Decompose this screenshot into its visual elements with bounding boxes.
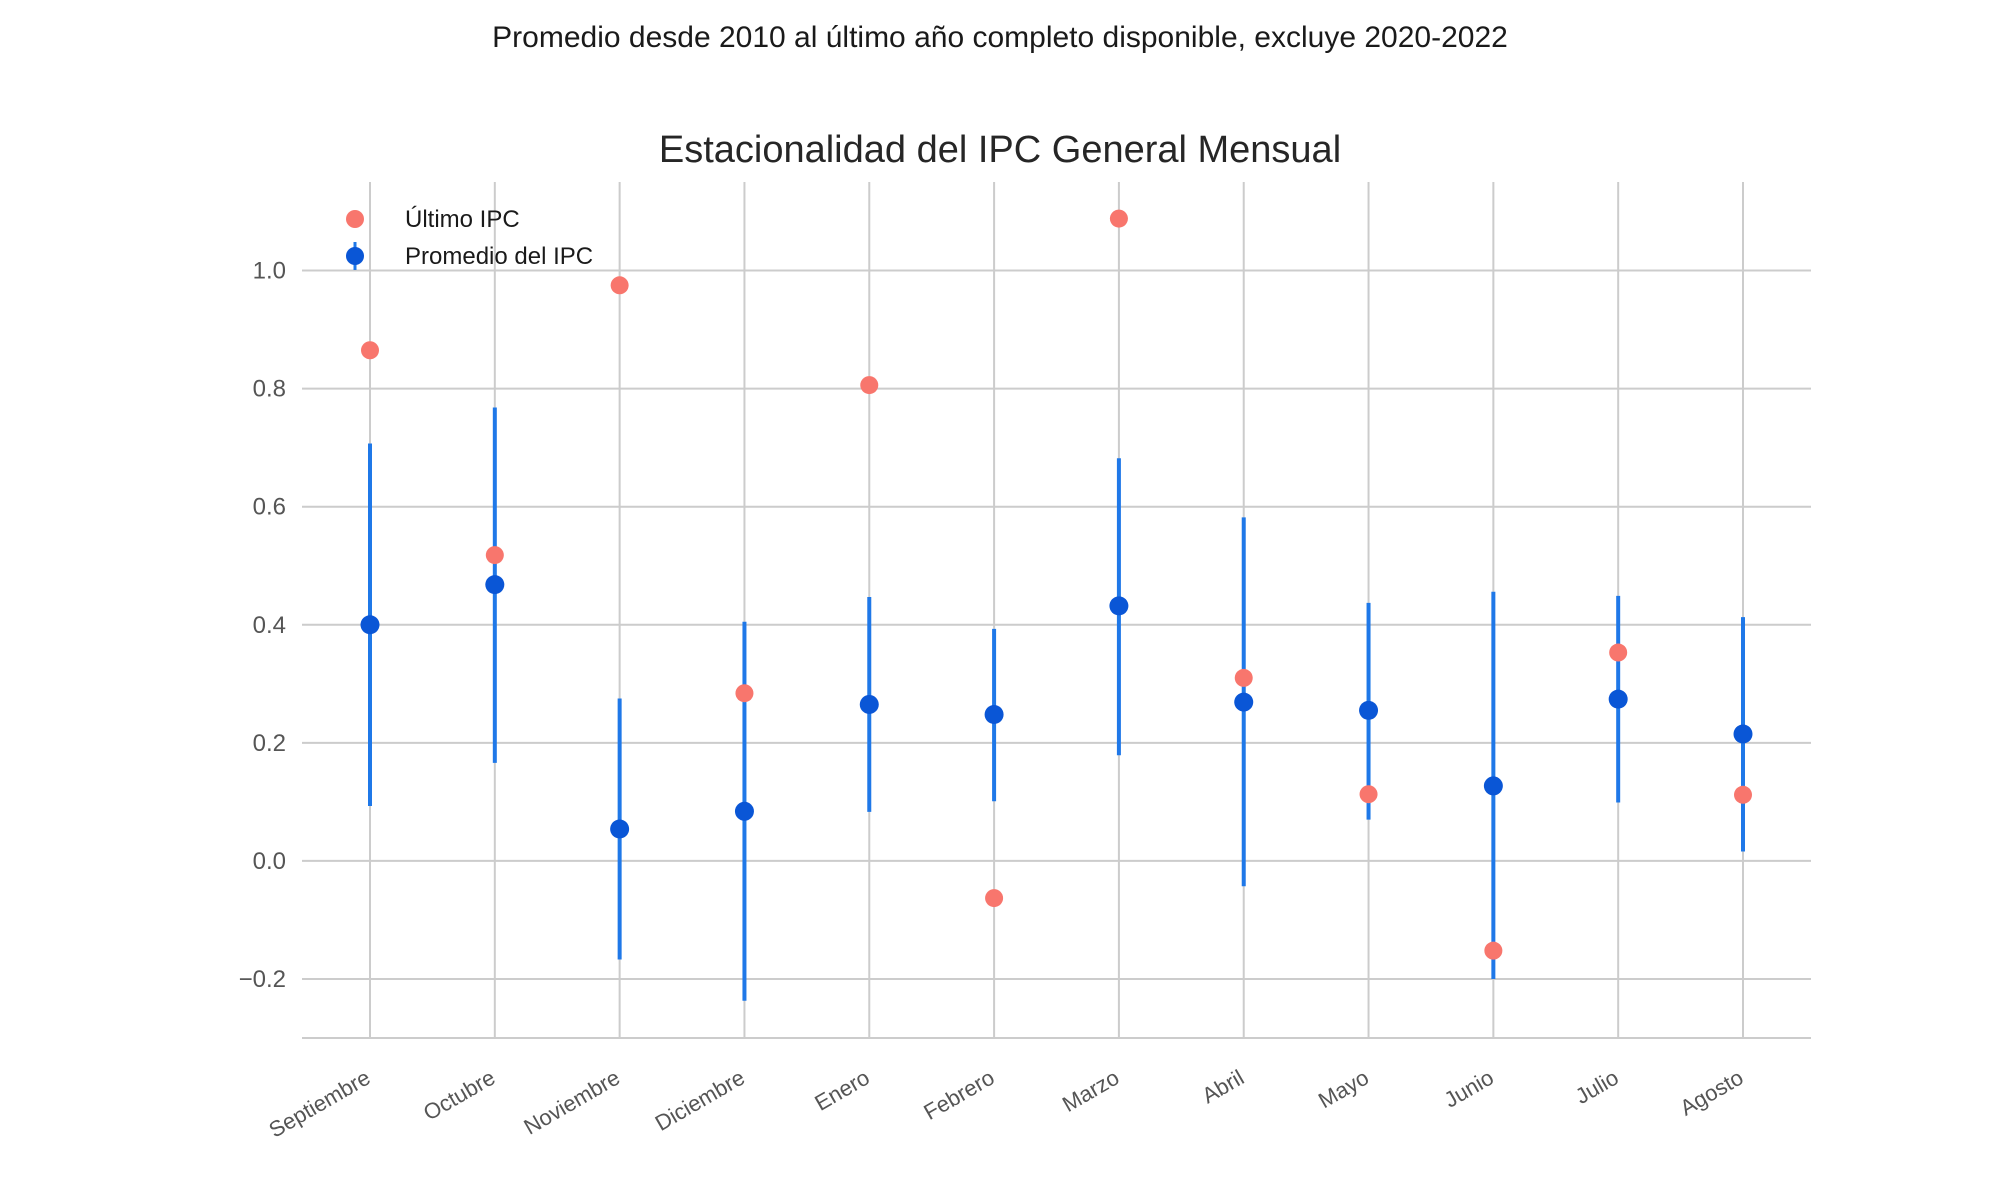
ultimo-ipc-point — [1734, 785, 1752, 804]
ultimo-ipc-point — [735, 684, 754, 703]
x-tick-label: Marzo — [1058, 1065, 1123, 1117]
promedio-ipc-point — [1359, 700, 1379, 720]
ultimo-ipc-point — [860, 376, 879, 395]
ultimo-ipc-point — [1484, 941, 1503, 960]
x-tick-label: Enero — [810, 1065, 873, 1116]
x-tick-label: Junio — [1440, 1065, 1498, 1113]
x-tick-label: Septiembre — [265, 1065, 375, 1143]
y-tick-label: 0.8 — [253, 376, 286, 403]
y-tick-label: 0.2 — [253, 730, 286, 757]
legend-label-ultimo: Último IPC — [405, 206, 520, 233]
y-tick-label: 1.0 — [253, 258, 286, 285]
legend-marker-promedio — [346, 247, 364, 265]
x-tick-label: Diciembre — [651, 1065, 749, 1136]
ultimo-ipc-point — [1609, 643, 1628, 662]
chart-title: Estacionalidad del IPC General Mensual — [659, 129, 1341, 171]
x-tick-label: Octubre — [419, 1065, 499, 1126]
promedio-ipc-point — [734, 801, 754, 821]
ultimo-ipc-point — [1109, 209, 1128, 228]
ultimo-points — [361, 209, 1752, 960]
promedio-ipc-point — [1109, 596, 1129, 616]
x-tick-label: Abril — [1198, 1065, 1249, 1109]
promedio-ipc-point — [360, 615, 380, 635]
ultimo-ipc-point — [361, 341, 379, 360]
x-tick-label: Julio — [1571, 1065, 1623, 1109]
ultimo-ipc-point — [610, 276, 629, 295]
ultimo-ipc-point — [485, 546, 504, 565]
x-tick-label: Febrero — [919, 1065, 998, 1125]
y-tick-label: −0.2 — [239, 966, 286, 993]
ultimo-ipc-point — [985, 889, 1004, 908]
chart-suptitle: Promedio desde 2010 al último año comple… — [492, 21, 1508, 54]
promedio-errorbars — [368, 407, 1745, 1001]
x-tick-label: Noviembre — [520, 1065, 625, 1140]
promedio-ipc-point — [485, 575, 505, 595]
y-tick-label: 0.0 — [253, 848, 286, 875]
promedio-ipc-point — [859, 694, 879, 714]
legend-marker-ultimo — [346, 210, 364, 228]
promedio-ipc-point — [1483, 776, 1503, 796]
legend-label-promedio: Promedio del IPC — [405, 243, 593, 270]
x-tick-label: Agosto — [1676, 1065, 1748, 1121]
grid — [302, 182, 1811, 1038]
ultimo-ipc-point — [1234, 668, 1253, 687]
promedio-ipc-point — [984, 704, 1004, 724]
promedio-ipc-point — [610, 819, 630, 839]
y-tick-label: 0.6 — [253, 494, 286, 521]
ultimo-ipc-point — [1359, 785, 1378, 804]
promedio-ipc-point — [1733, 724, 1753, 744]
y-axis-ticks: −0.2 0.0 0.2 0.4 0.6 0.8 1.0 — [239, 258, 286, 993]
promedio-points — [360, 575, 1753, 839]
promedio-ipc-point — [1608, 689, 1628, 709]
legend: Último IPC Promedio del IPC — [346, 206, 593, 270]
x-tick-label: Mayo — [1314, 1065, 1373, 1114]
y-tick-label: 0.4 — [253, 612, 286, 639]
x-axis-ticks: Septiembre Octubre Noviembre Diciembre Enero… — [265, 1065, 1748, 1143]
promedio-ipc-point — [1234, 692, 1254, 712]
